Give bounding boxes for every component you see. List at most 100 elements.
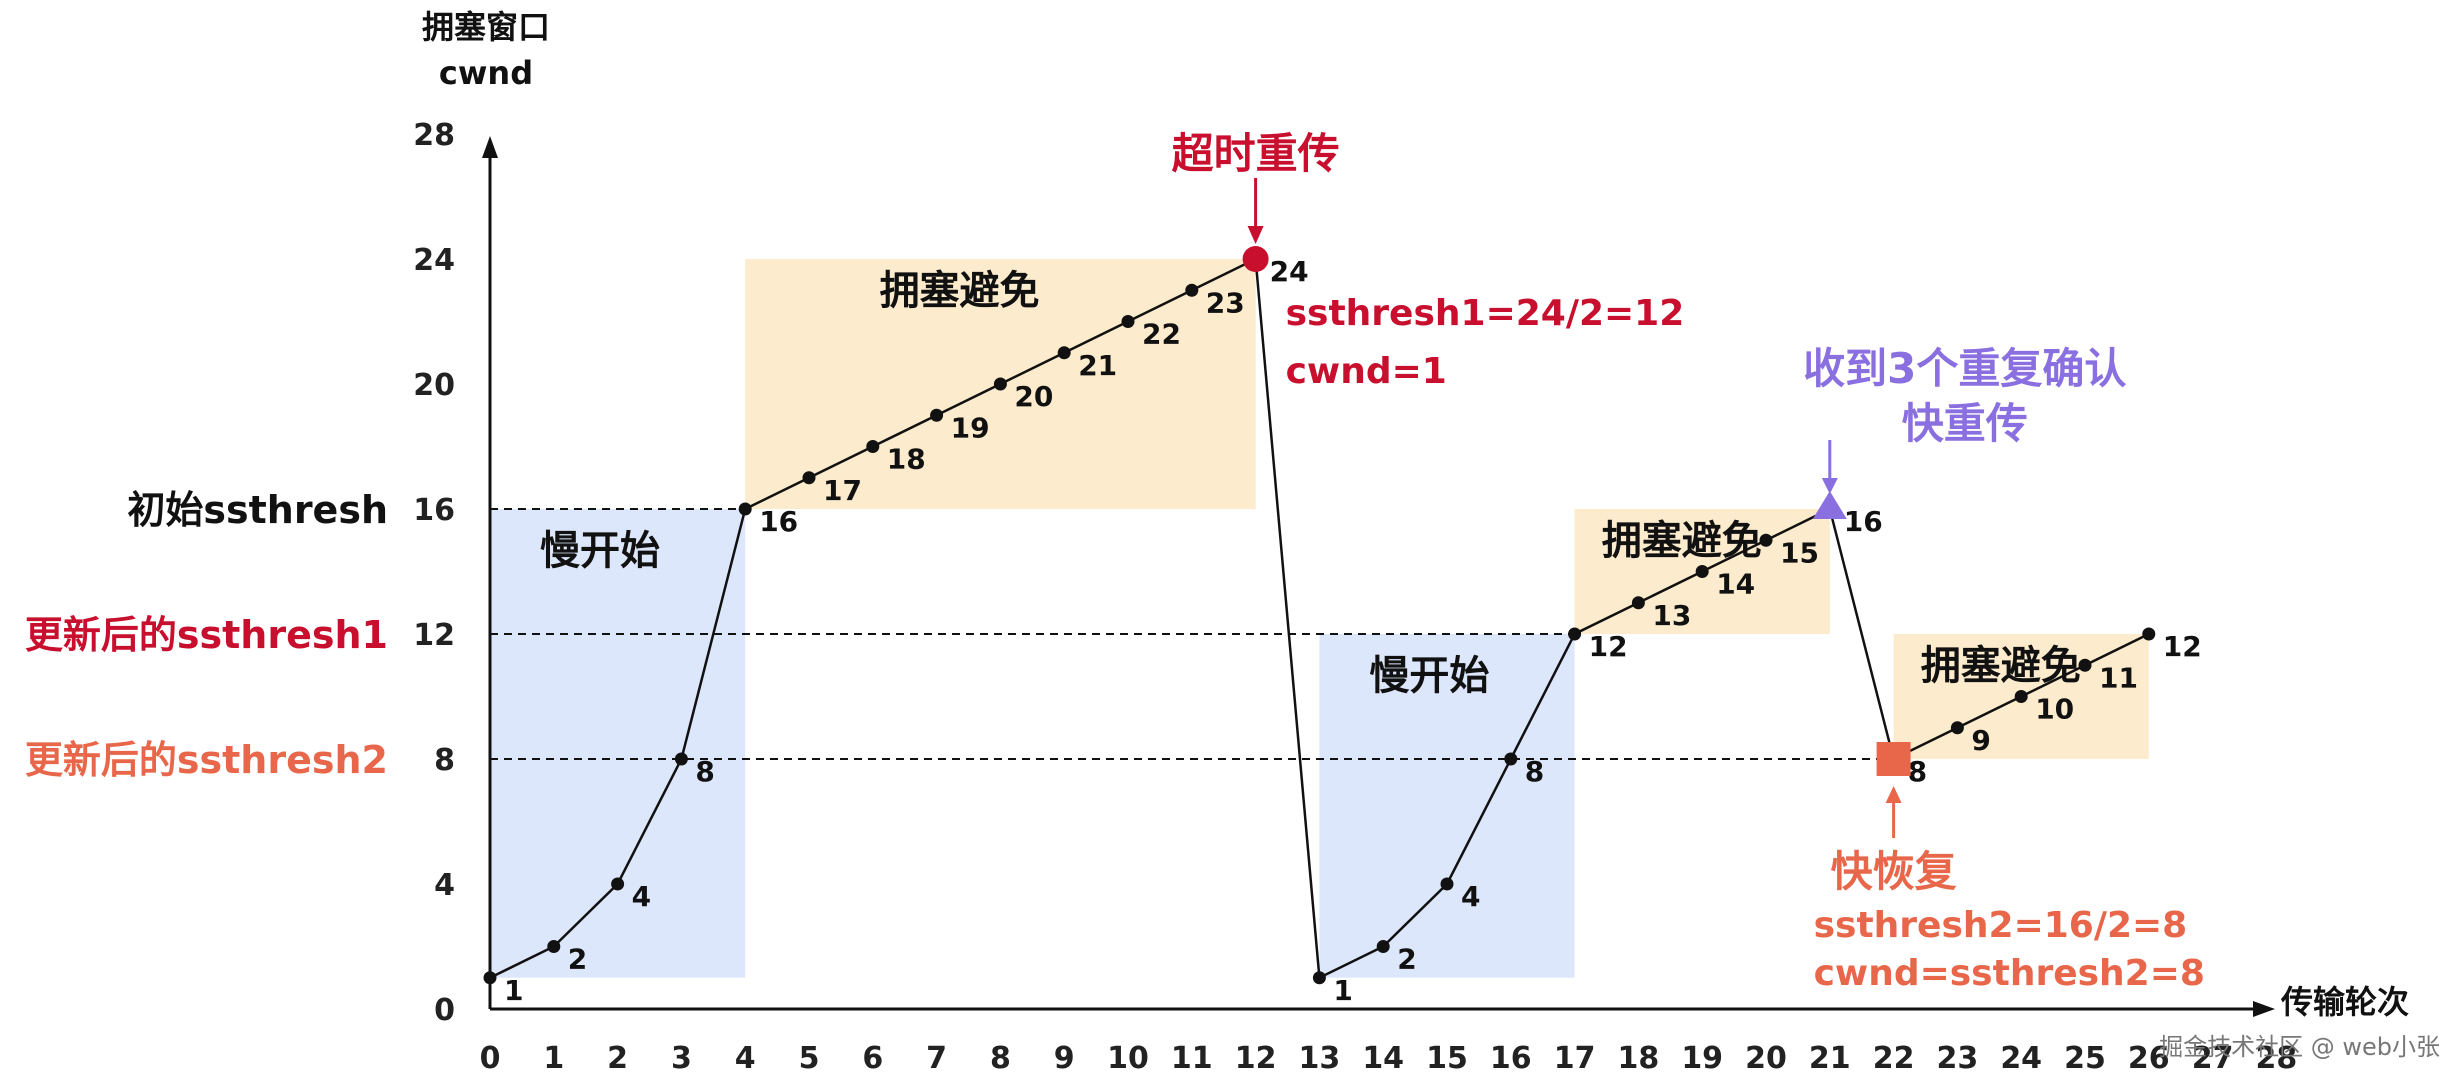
point-0 (483, 971, 497, 985)
point-label-26: 12 (2163, 630, 2202, 663)
x-tick-18: 18 (1618, 1041, 1660, 1076)
y-tick-0: 0 (434, 993, 455, 1028)
point-label-3: 8 (695, 755, 714, 788)
point-label-11: 23 (1206, 286, 1245, 319)
region-label-2: 慢开始 (1369, 653, 1489, 699)
x-tick-3: 3 (671, 1041, 692, 1076)
cwnd-series: 1248161718192021222324124812131415168910… (483, 255, 2202, 1007)
point-label-2: 4 (632, 880, 651, 913)
point-label-9: 21 (1078, 349, 1117, 382)
point-2 (611, 877, 625, 891)
point-18 (1631, 596, 1645, 610)
point-label-19: 14 (1716, 568, 1755, 601)
point-11 (1185, 283, 1199, 297)
event-note-0-1: cwnd=1 (1286, 351, 1447, 392)
x-axis-title: 传输轮次 (2280, 983, 2409, 1021)
event-note-2-1: cwnd=ssthresh2=8 (1814, 953, 2205, 994)
point-13 (1312, 971, 1326, 985)
region-slow-2 (1319, 634, 1575, 978)
x-tick-0: 0 (480, 1041, 501, 1076)
y-tick-24: 24 (413, 243, 455, 278)
point-label-0: 1 (504, 974, 523, 1007)
y-tick-12: 12 (413, 618, 455, 653)
point-1 (547, 940, 561, 953)
point-label-5: 17 (823, 474, 862, 507)
x-tick-8: 8 (990, 1041, 1011, 1076)
event-title-2: 快恢复 (1831, 847, 1957, 896)
x-tick-20: 20 (1745, 1041, 1787, 1076)
point-label-20: 15 (1780, 536, 1819, 569)
ssthresh-label-1: 更新后的ssthresh1 (25, 613, 388, 657)
region-label-4: 拥塞避免 (1921, 643, 2081, 689)
x-tick-11: 11 (1171, 1041, 1213, 1076)
point-label-6: 18 (887, 443, 926, 476)
y-tick-16: 16 (413, 493, 455, 528)
point-label-22: 8 (1908, 755, 1927, 788)
region-label-3: 拥塞避免 (1602, 518, 1762, 564)
y-tick-labels: 0 4 8 12 16 20 24 28 (413, 118, 455, 1028)
event-note-1-0: 快重传 (1902, 399, 2028, 448)
region-slow-0 (490, 509, 746, 978)
event-arrowhead-1 (1821, 478, 1838, 494)
x-tick-10: 10 (1107, 1041, 1149, 1076)
watermark: 掘金技术社区 @ web小张 (2159, 1033, 2440, 1061)
y-tick-8: 8 (434, 743, 455, 778)
x-tick-14: 14 (1362, 1041, 1404, 1076)
x-tick-2: 2 (607, 1041, 628, 1076)
point-4 (738, 502, 752, 516)
x-tick-6: 6 (862, 1041, 883, 1076)
point-19 (1695, 565, 1709, 578)
y-axis-title-line2: cwnd (439, 54, 533, 92)
y-tick-4: 4 (434, 868, 455, 903)
point-label-23: 9 (1971, 724, 1990, 757)
event-arrowhead-0 (1247, 226, 1264, 244)
point-23 (1950, 721, 1964, 735)
point-label-7: 19 (951, 411, 990, 444)
x-tick-24: 24 (2000, 1041, 2042, 1076)
point-label-18: 13 (1652, 599, 1691, 632)
x-tick-16: 16 (1490, 1041, 1532, 1076)
x-tick-22: 22 (1873, 1041, 1915, 1076)
x-tick-labels: 0 1 2 3 4 5 6 7 8 9 10 11 12 13 14 15 16 17 18 19 20 21 22 23 24… (480, 1041, 2298, 1076)
x-tick-9: 9 (1054, 1041, 1075, 1076)
x-tick-5: 5 (799, 1041, 820, 1076)
point-20 (1759, 533, 1773, 547)
point-label-10: 22 (1142, 318, 1181, 351)
y-axis-arrow (482, 136, 498, 158)
x-tick-25: 25 (2064, 1041, 2106, 1076)
x-tick-7: 7 (926, 1041, 947, 1076)
dup-ack-marker (1812, 491, 1847, 519)
event-title-1: 收到3个重复确认 (1803, 344, 2126, 393)
point-label-17: 12 (1589, 630, 1628, 663)
point-label-12: 24 (1270, 255, 1309, 288)
point-15 (1440, 877, 1454, 891)
point-label-25: 11 (2099, 661, 2138, 694)
timeout-marker (1242, 246, 1269, 272)
x-tick-15: 15 (1426, 1041, 1468, 1076)
point-label-8: 20 (1014, 380, 1053, 413)
point-label-21: 16 (1844, 505, 1883, 538)
point-17 (1568, 627, 1582, 641)
region-label-1: 拥塞避免 (880, 268, 1040, 314)
point-16 (1504, 752, 1518, 766)
point-label-15: 4 (1461, 880, 1480, 913)
x-tick-17: 17 (1554, 1041, 1596, 1076)
y-tick-28: 28 (413, 118, 455, 153)
region-label-0: 慢开始 (540, 528, 660, 574)
x-tick-1: 1 (543, 1041, 564, 1076)
event-annotations: 超时重传 ssthresh1=24/2=12 cwnd=1 收到3个重复确认快重传快恢… (1172, 129, 2205, 994)
point-label-13: 1 (1333, 974, 1352, 1007)
x-tick-23: 23 (1937, 1041, 1979, 1076)
ssthresh-lines: 初始ssthresh 更新后的ssthresh1 更新后的ssthresh2 (25, 488, 1894, 782)
point-24 (2014, 690, 2028, 703)
point-7 (930, 408, 944, 422)
event-note-0-0: ssthresh1=24/2=12 (1286, 293, 1685, 334)
point-9 (1057, 346, 1071, 360)
x-tick-26: 26 (2128, 1041, 2170, 1076)
ssthresh-label-2: 更新后的ssthresh2 (25, 738, 388, 782)
event-title-0: 超时重传 (1172, 129, 1340, 178)
point-label-4: 16 (759, 505, 798, 538)
x-tick-28: 28 (2256, 1041, 2298, 1076)
